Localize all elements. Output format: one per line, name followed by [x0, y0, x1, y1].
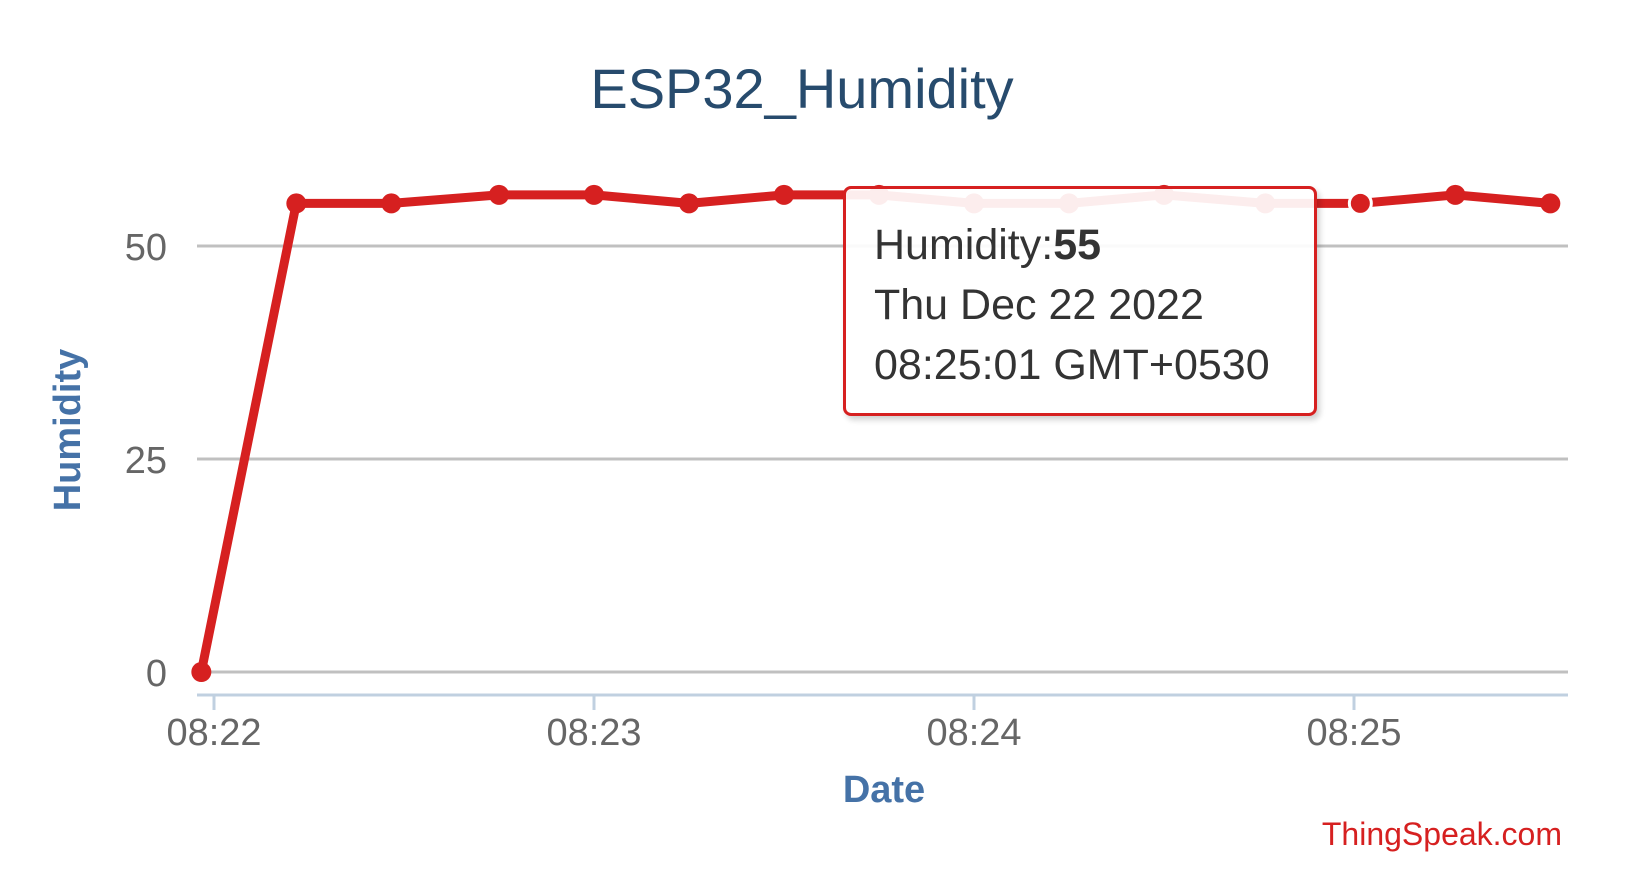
tooltip-date: Thu Dec 22 2022 — [874, 281, 1204, 329]
y-tick-label-50: 50 — [125, 227, 167, 269]
data-point[interactable] — [584, 184, 604, 205]
tooltip-value-line: Humidity:55 — [874, 215, 1286, 275]
x-tick-label-0823: 08:23 — [546, 712, 641, 754]
data-point[interactable] — [489, 184, 509, 205]
x-tick-label-0825: 08:25 — [1306, 712, 1401, 754]
chart-title: ESP32_Humidity — [590, 57, 1013, 120]
y-axis-title: Humidity — [47, 349, 89, 512]
thingspeak-credit-link[interactable]: ThingSpeak.com — [1321, 816, 1562, 852]
x-tick-labels: 08:22 08:23 08:24 08:25 — [166, 695, 1402, 754]
x-tick-label-0822: 08:22 — [166, 712, 261, 754]
data-point[interactable] — [191, 662, 212, 682]
y-tick-labels: 0 25 50 — [125, 227, 167, 695]
data-point[interactable] — [1347, 190, 1373, 216]
data-point[interactable] — [774, 184, 794, 205]
y-tick-label-25: 25 — [125, 440, 167, 482]
data-point[interactable] — [679, 193, 699, 214]
data-point[interactable] — [1445, 184, 1466, 205]
data-point[interactable] — [1540, 193, 1561, 214]
tooltip-value: 55 — [1053, 221, 1102, 269]
data-point[interactable] — [381, 193, 402, 214]
data-point[interactable] — [286, 193, 307, 214]
tooltip-time: 08:25:01 GMT+0530 — [874, 341, 1270, 389]
y-tick-label-0: 0 — [146, 653, 167, 695]
tooltip-series-label: Humidity: — [874, 221, 1054, 269]
x-tick-label-0824: 08:24 — [926, 712, 1021, 754]
data-point-tooltip: Humidity:55 Thu Dec 22 2022 08:25:01 GMT… — [843, 186, 1317, 416]
x-axis-title: Date — [843, 769, 925, 811]
